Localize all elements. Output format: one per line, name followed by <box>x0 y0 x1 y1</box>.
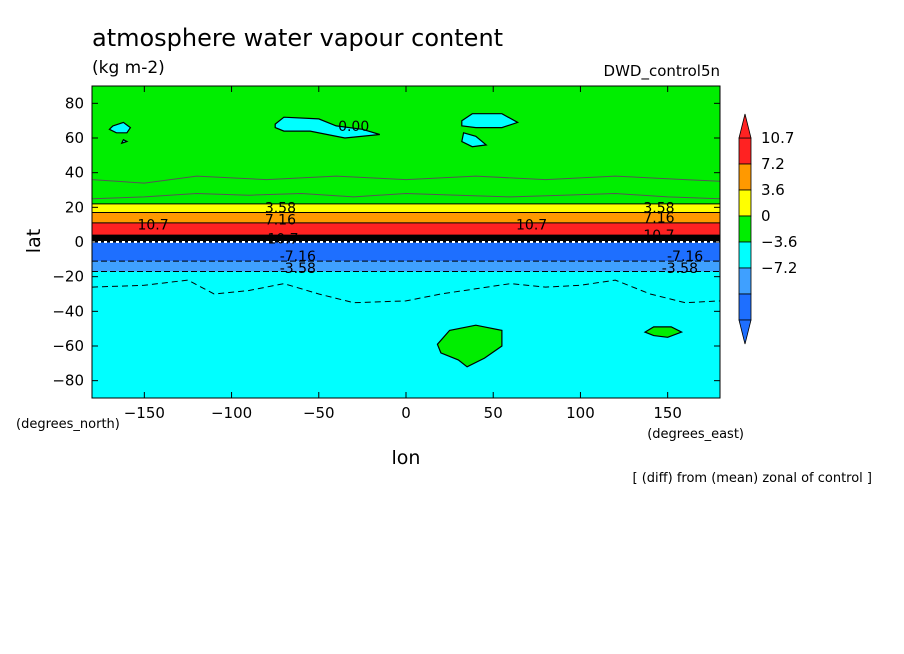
x-axis: −150 −100 −50 0 50 100 150 <box>124 86 682 422</box>
colorbar-label-5: −7.2 <box>761 259 797 277</box>
y-tick-label-8: 80 <box>65 94 84 112</box>
contour-label-3: 10.7 <box>137 218 168 234</box>
anomaly-region-4 <box>461 132 488 148</box>
colorbar-segment-5 <box>738 267 752 295</box>
band-0 <box>92 271 720 398</box>
y-tick-label-6: 40 <box>65 164 84 182</box>
colorbar-segment-0 <box>738 137 752 165</box>
contour-label-6: 7.16 <box>643 211 674 227</box>
x-tick-label-4: 50 <box>484 404 503 422</box>
colorbar-segment-1 <box>738 163 752 191</box>
band-4 <box>92 222 720 236</box>
x-tick-label-3: 0 <box>401 404 411 422</box>
y-tick-label-3: −20 <box>52 268 84 286</box>
anomaly-region-0 <box>108 121 132 134</box>
y-axis-label: lat <box>23 229 45 253</box>
y-axis: −80 −60 −40 −20 0 20 40 60 80 <box>52 94 720 390</box>
y-tick-label-0: −80 <box>52 372 84 390</box>
contour-label-11: -7.16 <box>667 249 703 265</box>
colorbar-label-3: 0 <box>761 207 771 225</box>
contour-label-8: -10.7 <box>262 232 298 248</box>
anomaly-region-6 <box>643 326 684 338</box>
plot-area <box>92 86 720 398</box>
anomaly-region-1 <box>120 138 129 145</box>
colorbar-segment-4 <box>738 241 752 269</box>
y-tick-label-7: 60 <box>65 129 84 147</box>
contour-lines <box>92 175 720 304</box>
x-units-label: (degrees_east) <box>647 427 744 442</box>
band-3 <box>92 235 720 242</box>
contour-label-5: 3.58 <box>643 200 674 216</box>
contour-label-9: -7.16 <box>280 249 316 265</box>
y-tick-label-1: −60 <box>52 337 84 355</box>
band-5 <box>92 212 720 223</box>
contour-label-12: -3.58 <box>662 261 698 277</box>
band-1 <box>92 261 720 272</box>
contour-label-4: 10.7 <box>516 218 547 234</box>
colorbar-label-1: 7.2 <box>761 155 785 173</box>
anomaly-region-3 <box>461 113 520 129</box>
anomaly-region-2 <box>274 116 380 139</box>
colorbar-extend-low <box>738 319 752 345</box>
colorbar-segment-3 <box>738 215 752 243</box>
colorbar-segment-2 <box>738 189 752 217</box>
band-7 <box>92 86 720 204</box>
x-tick-label-5: 100 <box>566 404 595 422</box>
colorbar: 10.7 7.2 3.6 0 −3.6 −7.2 <box>738 113 797 345</box>
colorbar-extend-high <box>738 113 752 139</box>
colorbar-label-4: −3.6 <box>761 233 797 251</box>
chart-units: (kg m-2) <box>92 58 165 78</box>
contour-label-1: 3.58 <box>265 200 296 216</box>
anomaly-region-5 <box>436 324 503 368</box>
colorbar-label-2: 3.6 <box>761 181 785 199</box>
y-units-label: (degrees_north) <box>16 417 120 432</box>
contour-label-7: 10.7 <box>643 228 674 244</box>
x-tick-label-2: −50 <box>303 404 335 422</box>
y-tick-label-5: 20 <box>65 198 84 216</box>
contour-label-0: 0.00 <box>338 119 369 135</box>
x-axis-label: lon <box>392 447 421 469</box>
colorbar-label-0: 10.7 <box>761 129 794 147</box>
contour-1 <box>92 192 720 200</box>
x-tick-label-0: −150 <box>124 404 165 422</box>
y-tick-label-4: 0 <box>74 233 84 251</box>
contour-label-2: 7.16 <box>265 212 296 228</box>
chart-title: atmosphere water vapour content <box>92 24 503 52</box>
contour-2 <box>92 279 720 304</box>
x-tick-label-1: −100 <box>211 404 252 422</box>
contour-label-10: -3.58 <box>280 261 316 277</box>
comparison-note: [ (diff) from (mean) zonal of control ] <box>633 471 872 486</box>
band-6 <box>92 203 720 213</box>
band-2 <box>92 242 720 262</box>
y-tick-label-2: −40 <box>52 302 84 320</box>
x-tick-label-6: 150 <box>653 404 682 422</box>
experiment-label: DWD_control5n <box>604 62 720 81</box>
contour-0 <box>92 175 720 184</box>
colorbar-segment-6 <box>738 293 752 321</box>
